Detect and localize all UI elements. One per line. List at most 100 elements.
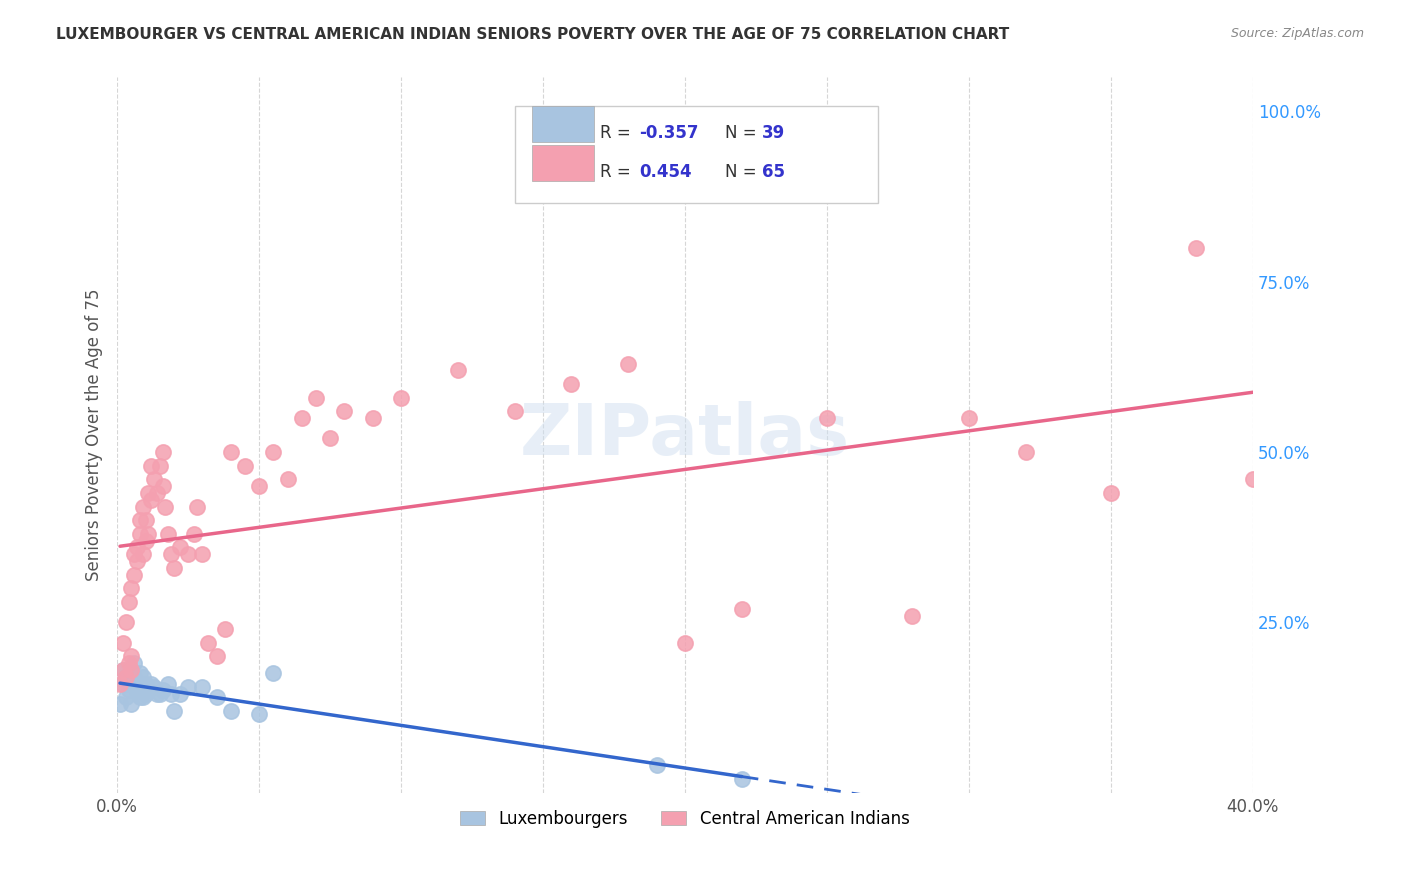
Point	[111, 636, 134, 650]
Point	[447, 363, 470, 377]
Point	[163, 561, 186, 575]
Point	[141, 676, 163, 690]
Point	[132, 670, 155, 684]
Point	[146, 486, 169, 500]
Point	[122, 670, 145, 684]
Point	[191, 547, 214, 561]
Point	[731, 601, 754, 615]
Text: 39: 39	[762, 124, 786, 142]
Point	[122, 657, 145, 671]
Point	[155, 500, 177, 514]
Point	[503, 404, 526, 418]
Point	[117, 676, 139, 690]
Point	[146, 687, 169, 701]
Point	[205, 690, 228, 705]
FancyBboxPatch shape	[515, 106, 879, 202]
Point	[305, 391, 328, 405]
Point	[125, 676, 148, 690]
Point	[152, 683, 174, 698]
Point	[333, 404, 356, 418]
Point	[129, 690, 152, 705]
Point	[197, 636, 219, 650]
Point	[132, 547, 155, 561]
Point	[560, 376, 582, 391]
Point	[141, 492, 163, 507]
Point	[1099, 486, 1122, 500]
Point	[135, 676, 157, 690]
Point	[132, 500, 155, 514]
Point	[361, 411, 384, 425]
Point	[149, 687, 172, 701]
Text: N =: N =	[724, 124, 762, 142]
Point	[117, 595, 139, 609]
Text: R =: R =	[600, 124, 636, 142]
Point	[143, 680, 166, 694]
Point	[205, 649, 228, 664]
Point	[247, 707, 270, 722]
Point	[122, 676, 145, 690]
Point	[120, 663, 142, 677]
Point	[120, 649, 142, 664]
Point	[138, 486, 160, 500]
Point	[233, 458, 256, 473]
Point	[141, 458, 163, 473]
Point	[157, 676, 180, 690]
Text: 65: 65	[762, 163, 785, 181]
Point	[114, 670, 136, 684]
Point	[111, 663, 134, 677]
Point	[191, 680, 214, 694]
Text: -0.357: -0.357	[640, 124, 699, 142]
Text: ZIPatlas: ZIPatlas	[520, 401, 851, 469]
Point	[214, 622, 236, 636]
Point	[129, 666, 152, 681]
Point	[122, 547, 145, 561]
Point	[901, 608, 924, 623]
Point	[645, 758, 668, 772]
Point	[125, 683, 148, 698]
Point	[160, 547, 183, 561]
Point	[177, 680, 200, 694]
Point	[122, 567, 145, 582]
Point	[157, 526, 180, 541]
Text: R =: R =	[600, 163, 641, 181]
Point	[132, 690, 155, 705]
Point	[125, 554, 148, 568]
Point	[389, 391, 412, 405]
Point	[169, 541, 191, 555]
Point	[111, 676, 134, 690]
Point	[957, 411, 980, 425]
Point	[129, 526, 152, 541]
Point	[114, 615, 136, 630]
Point	[183, 526, 205, 541]
Point	[617, 357, 640, 371]
Point	[169, 687, 191, 701]
FancyBboxPatch shape	[531, 145, 595, 181]
Point	[120, 582, 142, 596]
Point	[815, 411, 838, 425]
Point	[135, 533, 157, 548]
Point	[108, 676, 131, 690]
Text: LUXEMBOURGER VS CENTRAL AMERICAN INDIAN SENIORS POVERTY OVER THE AGE OF 75 CORRE: LUXEMBOURGER VS CENTRAL AMERICAN INDIAN …	[56, 27, 1010, 42]
Point	[143, 472, 166, 486]
Point	[120, 663, 142, 677]
Point	[152, 445, 174, 459]
Point	[731, 772, 754, 786]
Point	[138, 526, 160, 541]
Y-axis label: Seniors Poverty Over the Age of 75: Seniors Poverty Over the Age of 75	[86, 289, 103, 582]
Point	[149, 458, 172, 473]
Point	[125, 541, 148, 555]
Point	[673, 636, 696, 650]
Point	[163, 704, 186, 718]
Text: Source: ZipAtlas.com: Source: ZipAtlas.com	[1230, 27, 1364, 40]
Point	[277, 472, 299, 486]
Text: N =: N =	[724, 163, 762, 181]
Point	[114, 670, 136, 684]
Point	[117, 657, 139, 671]
Point	[120, 676, 142, 690]
Point	[247, 479, 270, 493]
Point	[186, 500, 208, 514]
FancyBboxPatch shape	[531, 106, 595, 142]
Point	[1241, 472, 1264, 486]
Point	[135, 687, 157, 701]
Point	[129, 513, 152, 527]
